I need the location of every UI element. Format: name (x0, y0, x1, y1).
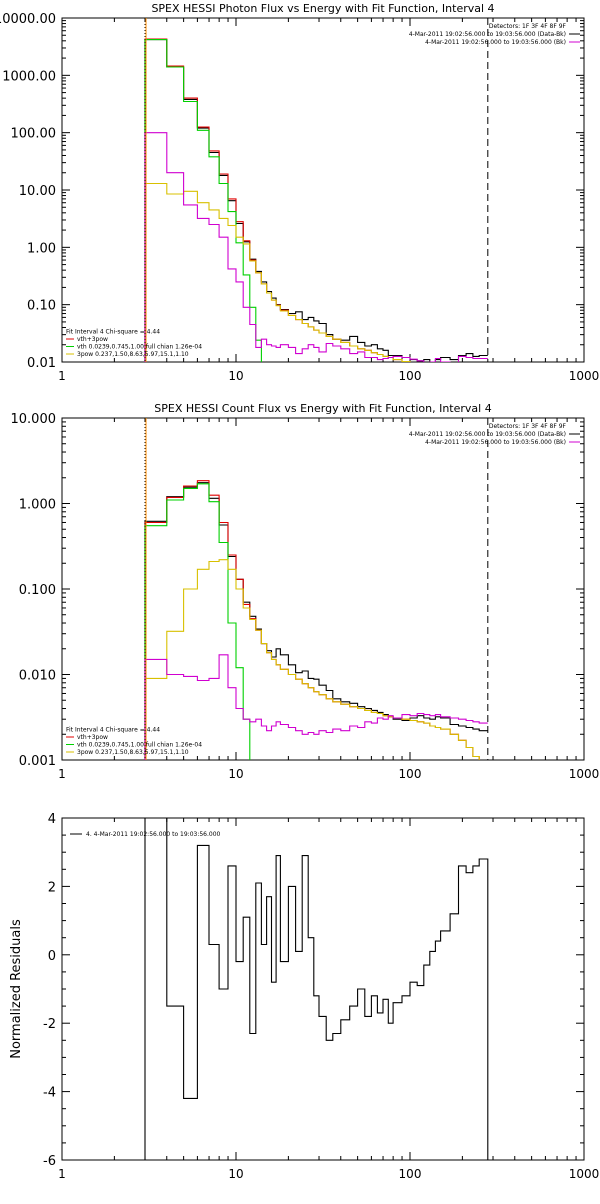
legend-bottom-left-text: vth+3pow (77, 734, 108, 741)
y-tick-label: 1000.00 (2, 69, 56, 84)
x-tick-label: 1000 (569, 1167, 600, 1181)
legend-top-right-text: 4-Mar-2011 19:02:56.000 to 19:03:56.000 … (425, 39, 566, 46)
chart-title: SPEX HESSI Count Flux vs Energy with Fit… (154, 402, 491, 415)
legend-bottom-left-text: Fit Interval 4 Chi-square = 4.44 (66, 329, 160, 336)
legend-top-right-text: 4-Mar-2011 19:02:56.000 to 19:03:56.000 … (409, 31, 566, 38)
y-tick-label: -6 (43, 1154, 56, 1169)
y-tick-label: 0 (48, 949, 56, 964)
x-tick-label: 100 (399, 1167, 422, 1181)
y-tick-label: 10000.00 (0, 12, 56, 27)
series-line-1 (144, 818, 489, 1160)
series-line-1 (144, 482, 488, 760)
x-tick-label: 10 (228, 369, 243, 383)
series-group (144, 480, 488, 760)
y-axis-label: Normalized Residuals (9, 919, 24, 1059)
y-tick-label: 0.01 (27, 356, 56, 371)
plot-frame (61, 17, 585, 363)
legend-bottom-left-text: 3pow 0.237,1.50,8.63,5.97,15.1,1.10 (77, 749, 189, 756)
series-line-3 (144, 39, 262, 362)
y-tick-label: 10.00 (19, 184, 56, 199)
series-line-5 (144, 654, 488, 760)
chart-panel-2: SPEX HESSI Count Flux vs Energy with Fit… (11, 402, 600, 781)
x-tick-label: 1000 (569, 767, 600, 781)
legend-bottom-left-text: vth 0.0239,0.745,1.00 full chian 1.26e-0… (77, 344, 202, 351)
legend-top-right-text: 4-Mar-2011 19:02:56.000 to 19:03:56.000 … (409, 431, 566, 438)
plot-frame (61, 817, 585, 1161)
chart-panel-1: SPEX HESSI Photon Flux vs Energy with Fi… (0, 2, 600, 383)
series-line-1 (144, 39, 488, 362)
y-tick-label: 0.010 (19, 669, 56, 684)
series-line-2 (144, 38, 411, 362)
y-tick-label: 1.00 (27, 241, 56, 256)
x-tick-label: 10 (228, 1167, 243, 1181)
legend-top-right-text: Detectors: 1F 3F 4F 8F 9F (489, 423, 567, 430)
legend-top-left-text: 4. 4-Mar-2011 19:02:56.000 to 19:03:56.0… (86, 831, 221, 838)
legend-top-right-text: 4-Mar-2011 19:02:56.000 to 19:03:56.000 … (425, 439, 566, 446)
series-group (144, 818, 489, 1160)
y-tick-label: -4 (43, 1086, 56, 1101)
y-tick-label: 100.00 (11, 127, 57, 142)
x-tick-label: 1 (58, 767, 66, 781)
x-tick-label: 1000 (569, 369, 600, 383)
y-tick-label: 1.000 (19, 498, 56, 513)
x-tick-label: 100 (399, 369, 422, 383)
chart-title: SPEX HESSI Photon Flux vs Energy with Fi… (151, 2, 494, 15)
plot-frame (61, 417, 585, 761)
legend-bottom-left-text: vth+3pow (77, 336, 108, 343)
legend-bottom-left-text: 3pow 0.237,1.50,8.63,5.97,15.1,1.10 (77, 351, 189, 358)
y-tick-label: 0.10 (27, 299, 56, 314)
series-line-5 (144, 132, 488, 362)
series-line-4 (144, 559, 480, 760)
x-tick-label: 1 (58, 1167, 66, 1181)
series-line-3 (144, 483, 251, 760)
series-line-4 (144, 182, 411, 362)
y-tick-label: 0.001 (19, 754, 56, 769)
y-tick-label: 0.100 (19, 583, 56, 598)
x-tick-label: 1 (58, 369, 66, 383)
y-tick-label: 2 (48, 880, 56, 895)
y-tick-label: -2 (43, 1017, 56, 1032)
chart-panel-3: 1 10 100 1000 -6 -4 -2 0 2 4 Normalized Residuals 4… (9, 812, 599, 1181)
series-line-2 (144, 480, 480, 760)
series-group (144, 38, 488, 362)
y-tick-label: 4 (48, 812, 56, 827)
x-tick-label: 10 (228, 767, 243, 781)
x-tick-label: 100 (399, 767, 422, 781)
y-tick-label: 10.000 (11, 412, 57, 427)
legend-bottom-left-text: vth 0.0239,0.745,1.00 full chian 1.26e-0… (77, 742, 202, 749)
legend-top-right-text: Detectors: 1F 3F 4F 8F 9F (489, 23, 567, 30)
legend-bottom-left-text: Fit Interval 4 Chi-square = 4.44 (66, 727, 160, 734)
